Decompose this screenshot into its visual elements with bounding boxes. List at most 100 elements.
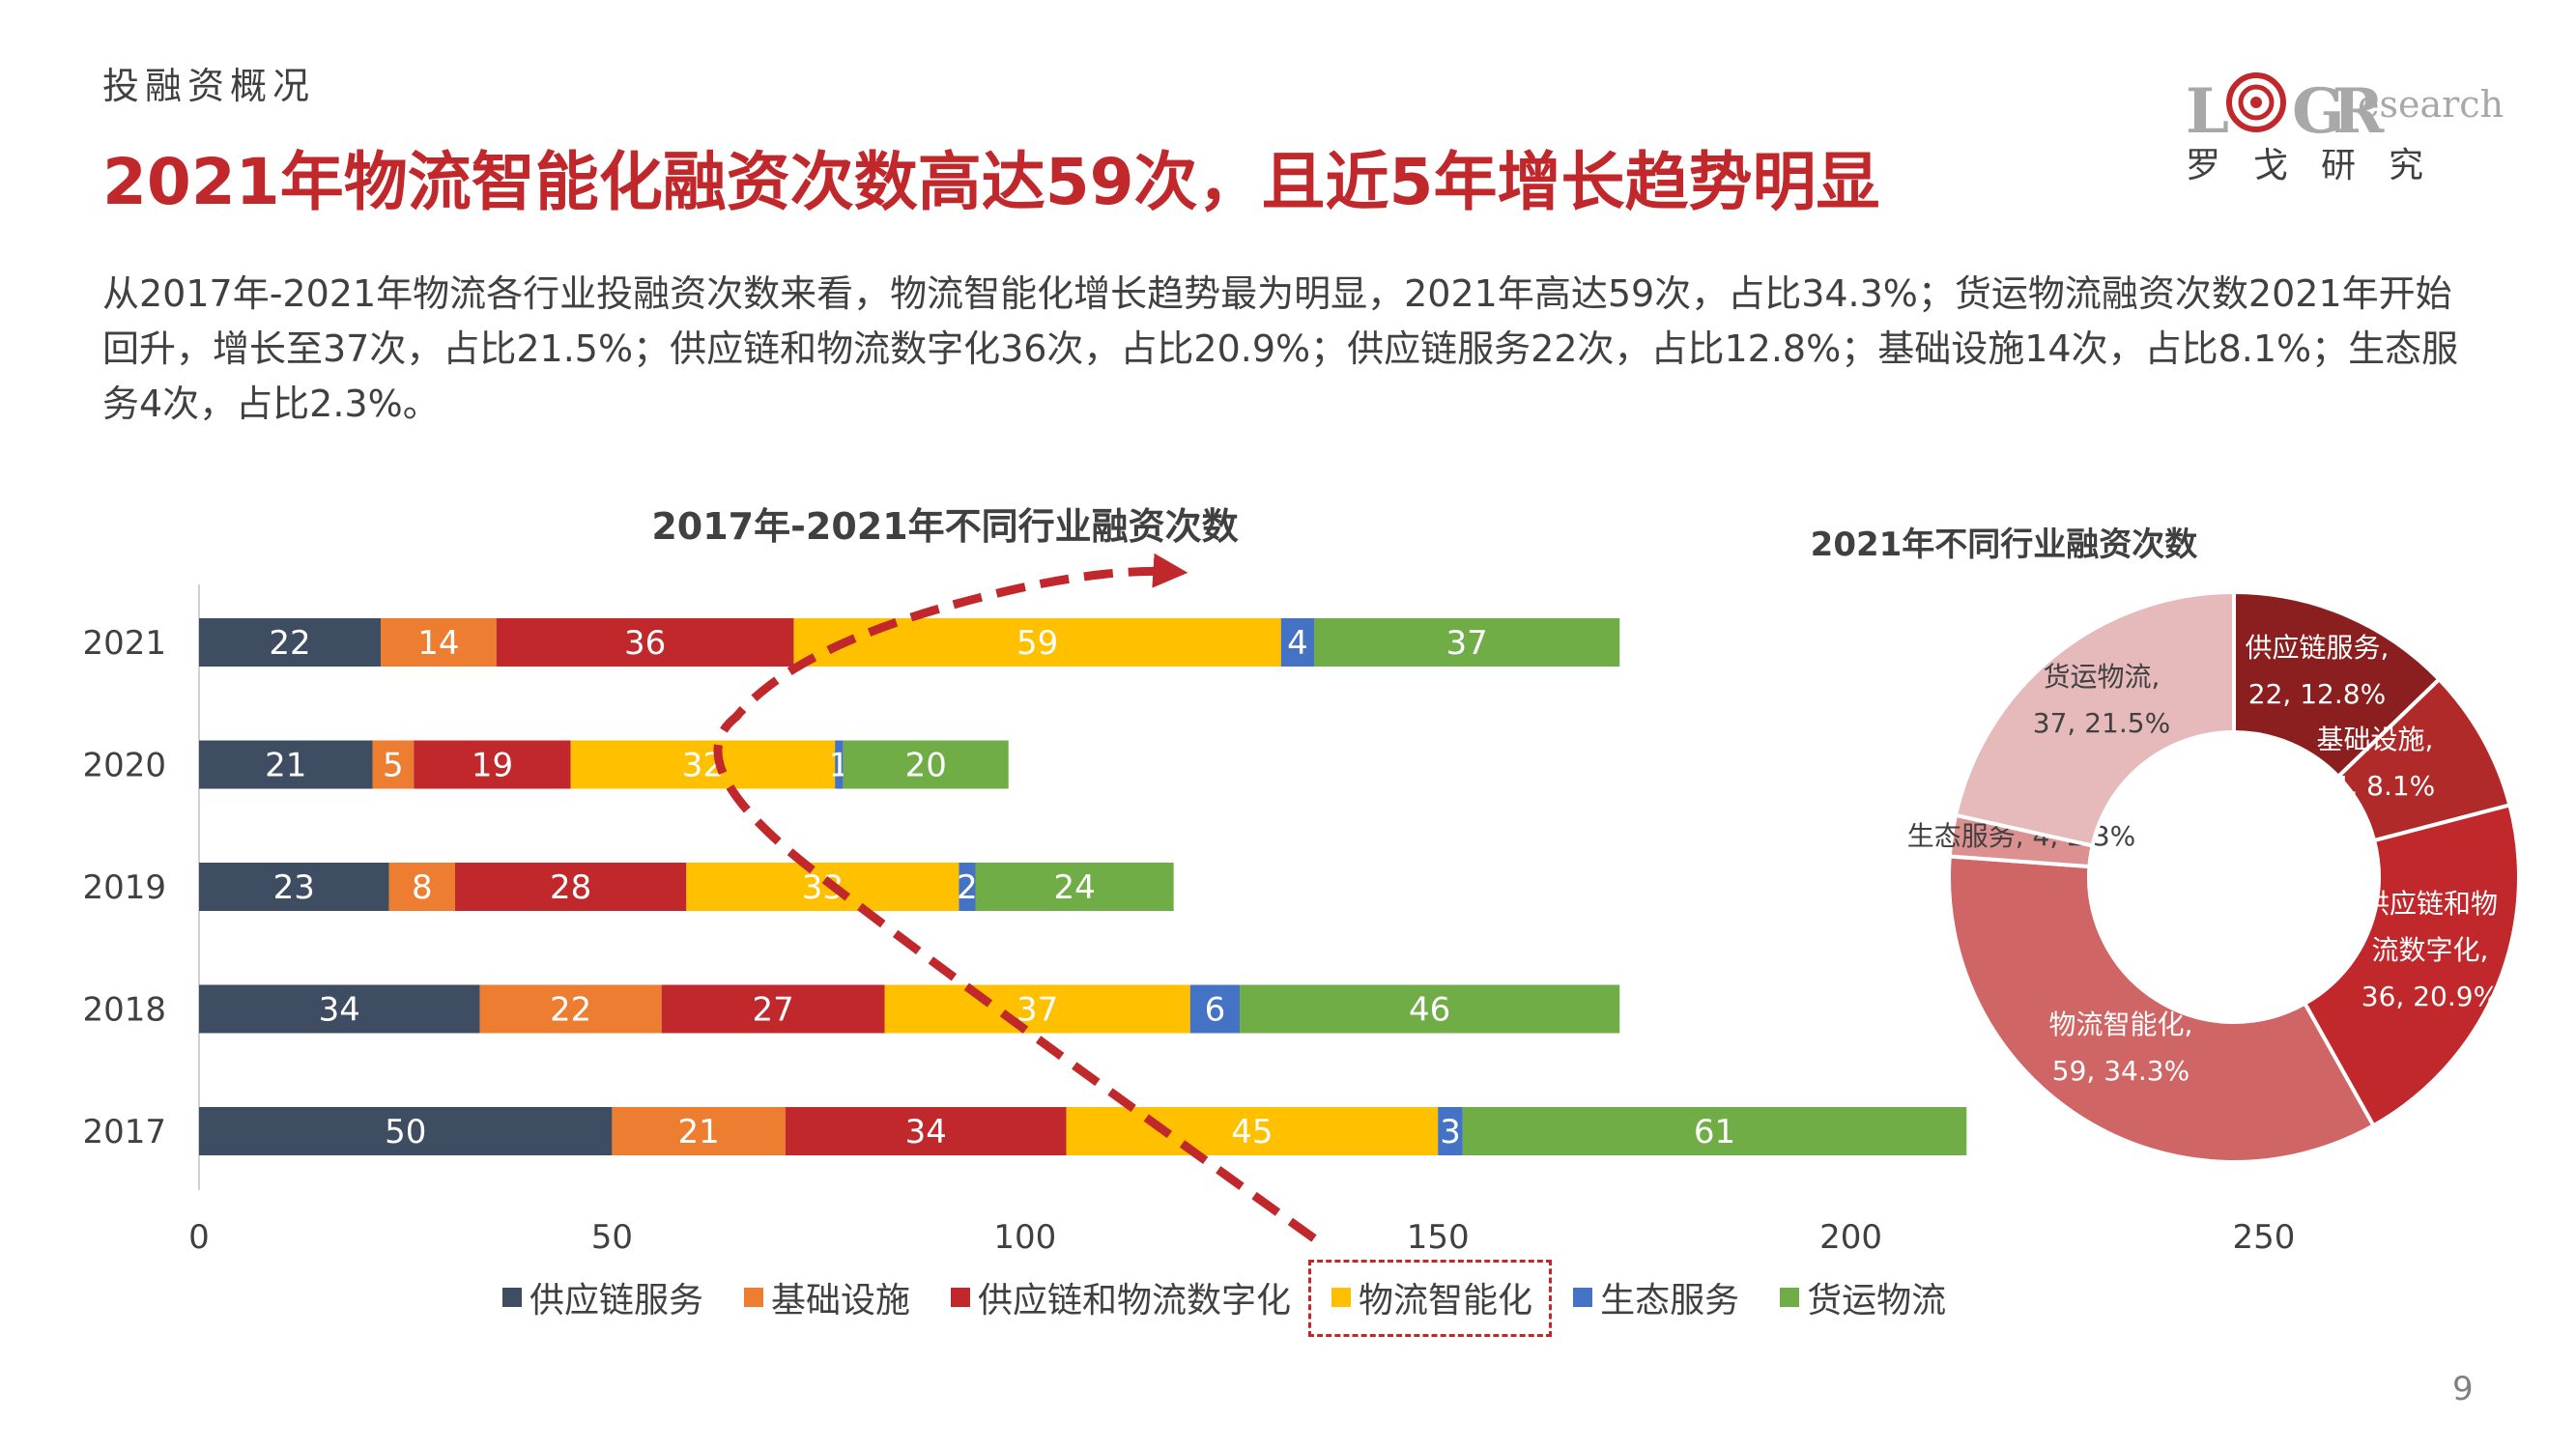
legend-item: 货运物流: [1780, 1273, 1946, 1321]
donut-slice-label: 物流智能化, 59, 34.3%: [2049, 1009, 2193, 1087]
donut-slice-label: 基础设施, 14, 8.1%: [2315, 724, 2436, 802]
bar-segment: [835, 740, 844, 789]
bar-segment: [388, 863, 455, 911]
bar-data-label: 14: [417, 624, 459, 663]
bar-data-label: 37: [1016, 991, 1058, 1030]
x-tick-label: 0: [188, 1218, 210, 1257]
bar-data-label: 8: [412, 868, 433, 907]
bar-data-label: 4: [1287, 624, 1308, 663]
bar-data-label: 23: [273, 868, 315, 907]
bar-data-label: 36: [624, 624, 666, 663]
legend-item: 物流智能化: [1308, 1260, 1553, 1337]
x-tick-label: 100: [993, 1218, 1056, 1257]
logo-target-icon: [2226, 72, 2286, 132]
legend-item: 生态服务: [1573, 1273, 1739, 1321]
legend-swatch: [502, 1288, 522, 1307]
logo-chinese-name: 罗戈研究: [2186, 146, 2457, 185]
bar-segment: [1313, 618, 1620, 667]
bar-segment: [1240, 984, 1620, 1034]
bar-segment: [959, 863, 976, 911]
bar-chart-title: 2017年-2021年不同行业融资次数: [651, 505, 1238, 548]
legend-item: 供应链和物流数字化: [951, 1273, 1291, 1321]
bar-segment: [479, 984, 662, 1034]
trend-arrow: [713, 553, 1317, 1242]
bar-segment: [414, 740, 571, 789]
legend-label: 生态服务: [1600, 1281, 1740, 1321]
bar-data-label: 20: [905, 747, 947, 785]
legend-label: 物流智能化: [1359, 1281, 1533, 1321]
donut-slice-label: 供应链服务, 22, 12.8%: [2246, 632, 2390, 710]
legend-swatch: [744, 1288, 764, 1307]
donut-slice: [2232, 589, 2443, 780]
bar-segment: [199, 1107, 613, 1155]
y-category-label: 2019: [82, 868, 166, 907]
summary-paragraph: 从2017年-2021年物流各行业投融资次数来看，物流智能化增长趋势最为明显，2…: [102, 272, 2459, 425]
legend-swatch: [1573, 1288, 1593, 1307]
y-category-label: 2017: [82, 1113, 166, 1151]
bar-segment: [1189, 984, 1241, 1034]
bar-data-label: 34: [319, 991, 360, 1030]
bar-chart-legend: 供应链服务 基础设施 供应链和物流数字化 物流智能化 生态服务 货运物流: [502, 1260, 1987, 1337]
x-tick-label: 200: [1819, 1218, 1882, 1257]
donut-slice-label: 货运物流, 37, 21.5%: [2033, 661, 2170, 739]
legend-swatch: [951, 1288, 971, 1307]
donut-chart-title: 2021年不同行业融资次数: [1811, 526, 2198, 564]
bar-segment: [884, 984, 1190, 1034]
bar-segment: [1280, 618, 1314, 667]
y-category-label: 2021: [82, 624, 166, 663]
bar-data-label: 21: [678, 1113, 720, 1151]
bar-segment: [570, 740, 836, 789]
legend-highlight-box: [1308, 1260, 1553, 1337]
bar-segment: [785, 1107, 1067, 1155]
donut-slice: [1947, 854, 2377, 1164]
bar-data-label: 45: [1231, 1113, 1273, 1151]
bar-segment: [199, 618, 382, 667]
bar-segment: [1066, 1107, 1439, 1155]
bar-segment: [454, 863, 687, 911]
bar-data-label: 5: [383, 747, 404, 785]
bar-data-label: 50: [385, 1113, 426, 1151]
x-tick-label: 150: [1407, 1218, 1470, 1257]
bar-data-label: 24: [1053, 868, 1095, 907]
bar-data-label: 22: [269, 624, 310, 663]
bar-data-label: 46: [1409, 991, 1450, 1030]
bar-data-label: 59: [1016, 624, 1058, 663]
bar-data-label: 28: [550, 868, 591, 907]
legend-swatch: [1331, 1288, 1352, 1307]
bar-segment: [1438, 1107, 1463, 1155]
bar-segment: [1462, 1107, 1967, 1155]
bar-segment: [199, 863, 389, 911]
donut-slice-label: 供应链和物流数字化, 36, 20.9%: [2361, 888, 2499, 1012]
logo-letter-g: G: [2292, 75, 2345, 148]
legend-label: 供应链服务: [530, 1281, 704, 1321]
x-tick-label: 50: [591, 1218, 633, 1257]
section-label: 投融资概况: [102, 65, 316, 107]
bar-segment: [843, 740, 1009, 789]
donut-slice: [1953, 589, 2236, 848]
bar-segment: [496, 618, 794, 667]
bar-data-label: 19: [472, 747, 513, 785]
logo-letter-r: R: [2333, 75, 2385, 148]
legend-item: 供应链服务: [502, 1273, 703, 1321]
page-headline: 2021年物流智能化融资次数高达59次，且近5年增长趋势明显: [102, 145, 1880, 219]
bar-segment: [612, 1107, 786, 1155]
bar-segment: [975, 863, 1174, 911]
logo-letter-l: L: [2186, 75, 2229, 148]
bar-segment: [686, 863, 959, 911]
legend-swatch: [1780, 1288, 1800, 1307]
bar-data-label: 6: [1205, 991, 1226, 1030]
bar-data-label: 34: [905, 1113, 947, 1151]
legend-label: 基础设施: [771, 1281, 911, 1321]
legend-label: 供应链和物流数字化: [978, 1281, 1292, 1321]
bar-segment: [381, 618, 497, 667]
bar-data-label: 3: [1440, 1113, 1461, 1151]
bar-segment: [372, 740, 415, 789]
bar-data-label: 27: [752, 991, 793, 1030]
donut-slice: [2302, 802, 2521, 1128]
legend-label: 货运物流: [1807, 1281, 1947, 1321]
bar-segment: [199, 984, 480, 1034]
bar-segment: [199, 740, 373, 789]
bar-data-label: 61: [1694, 1113, 1735, 1151]
